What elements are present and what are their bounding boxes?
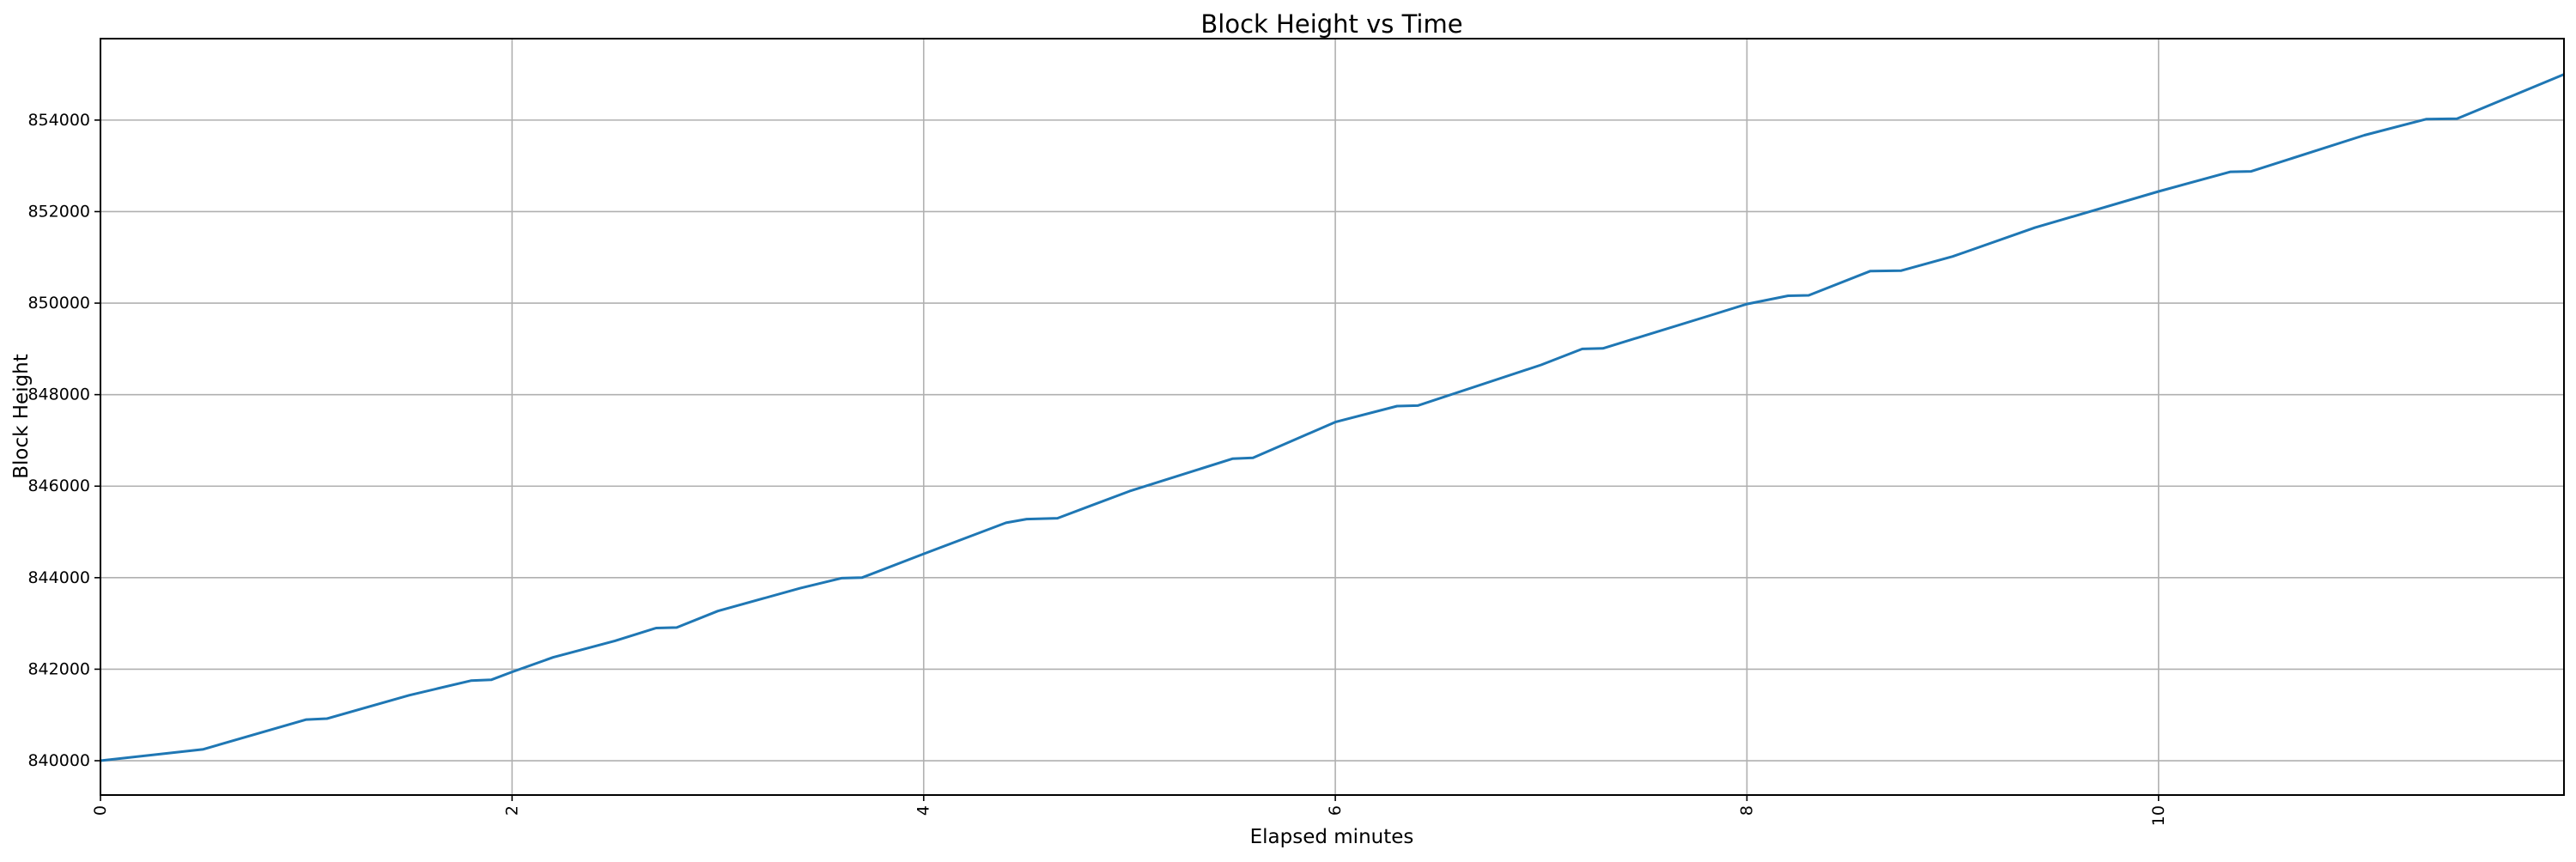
grid [100, 39, 2564, 795]
y-tick-label: 840000 [27, 751, 90, 770]
y-tick-label: 842000 [27, 659, 90, 678]
y-tick-label: 852000 [27, 202, 90, 221]
x-tick-label: 6 [1326, 805, 1345, 816]
x-tick-label: 10 [2149, 805, 2168, 826]
chart-title: Block Height vs Time [1200, 9, 1462, 39]
y-tick-label: 846000 [27, 477, 90, 495]
y-tick-label: 854000 [27, 111, 90, 130]
series-layer [100, 73, 2565, 762]
plot-frame [100, 38, 2565, 796]
x-tick-label: 4 [914, 805, 933, 816]
x-axis-label: Elapsed minutes [1250, 826, 1414, 848]
x-axis: 0 2 4 6 8 10 [91, 795, 2168, 826]
series-line [100, 73, 2565, 762]
x-tick-label: 0 [91, 805, 110, 816]
y-tick-label: 848000 [27, 385, 90, 404]
y-tick-label: 844000 [27, 568, 90, 587]
y-tick-label: 850000 [27, 294, 90, 313]
x-tick-label: 8 [1737, 805, 1756, 816]
y-axis-label: Block Height [10, 354, 33, 479]
x-tick-label: 2 [502, 805, 521, 816]
y-axis: 840000 842000 844000 846000 848000 850000 8520… [27, 111, 100, 770]
